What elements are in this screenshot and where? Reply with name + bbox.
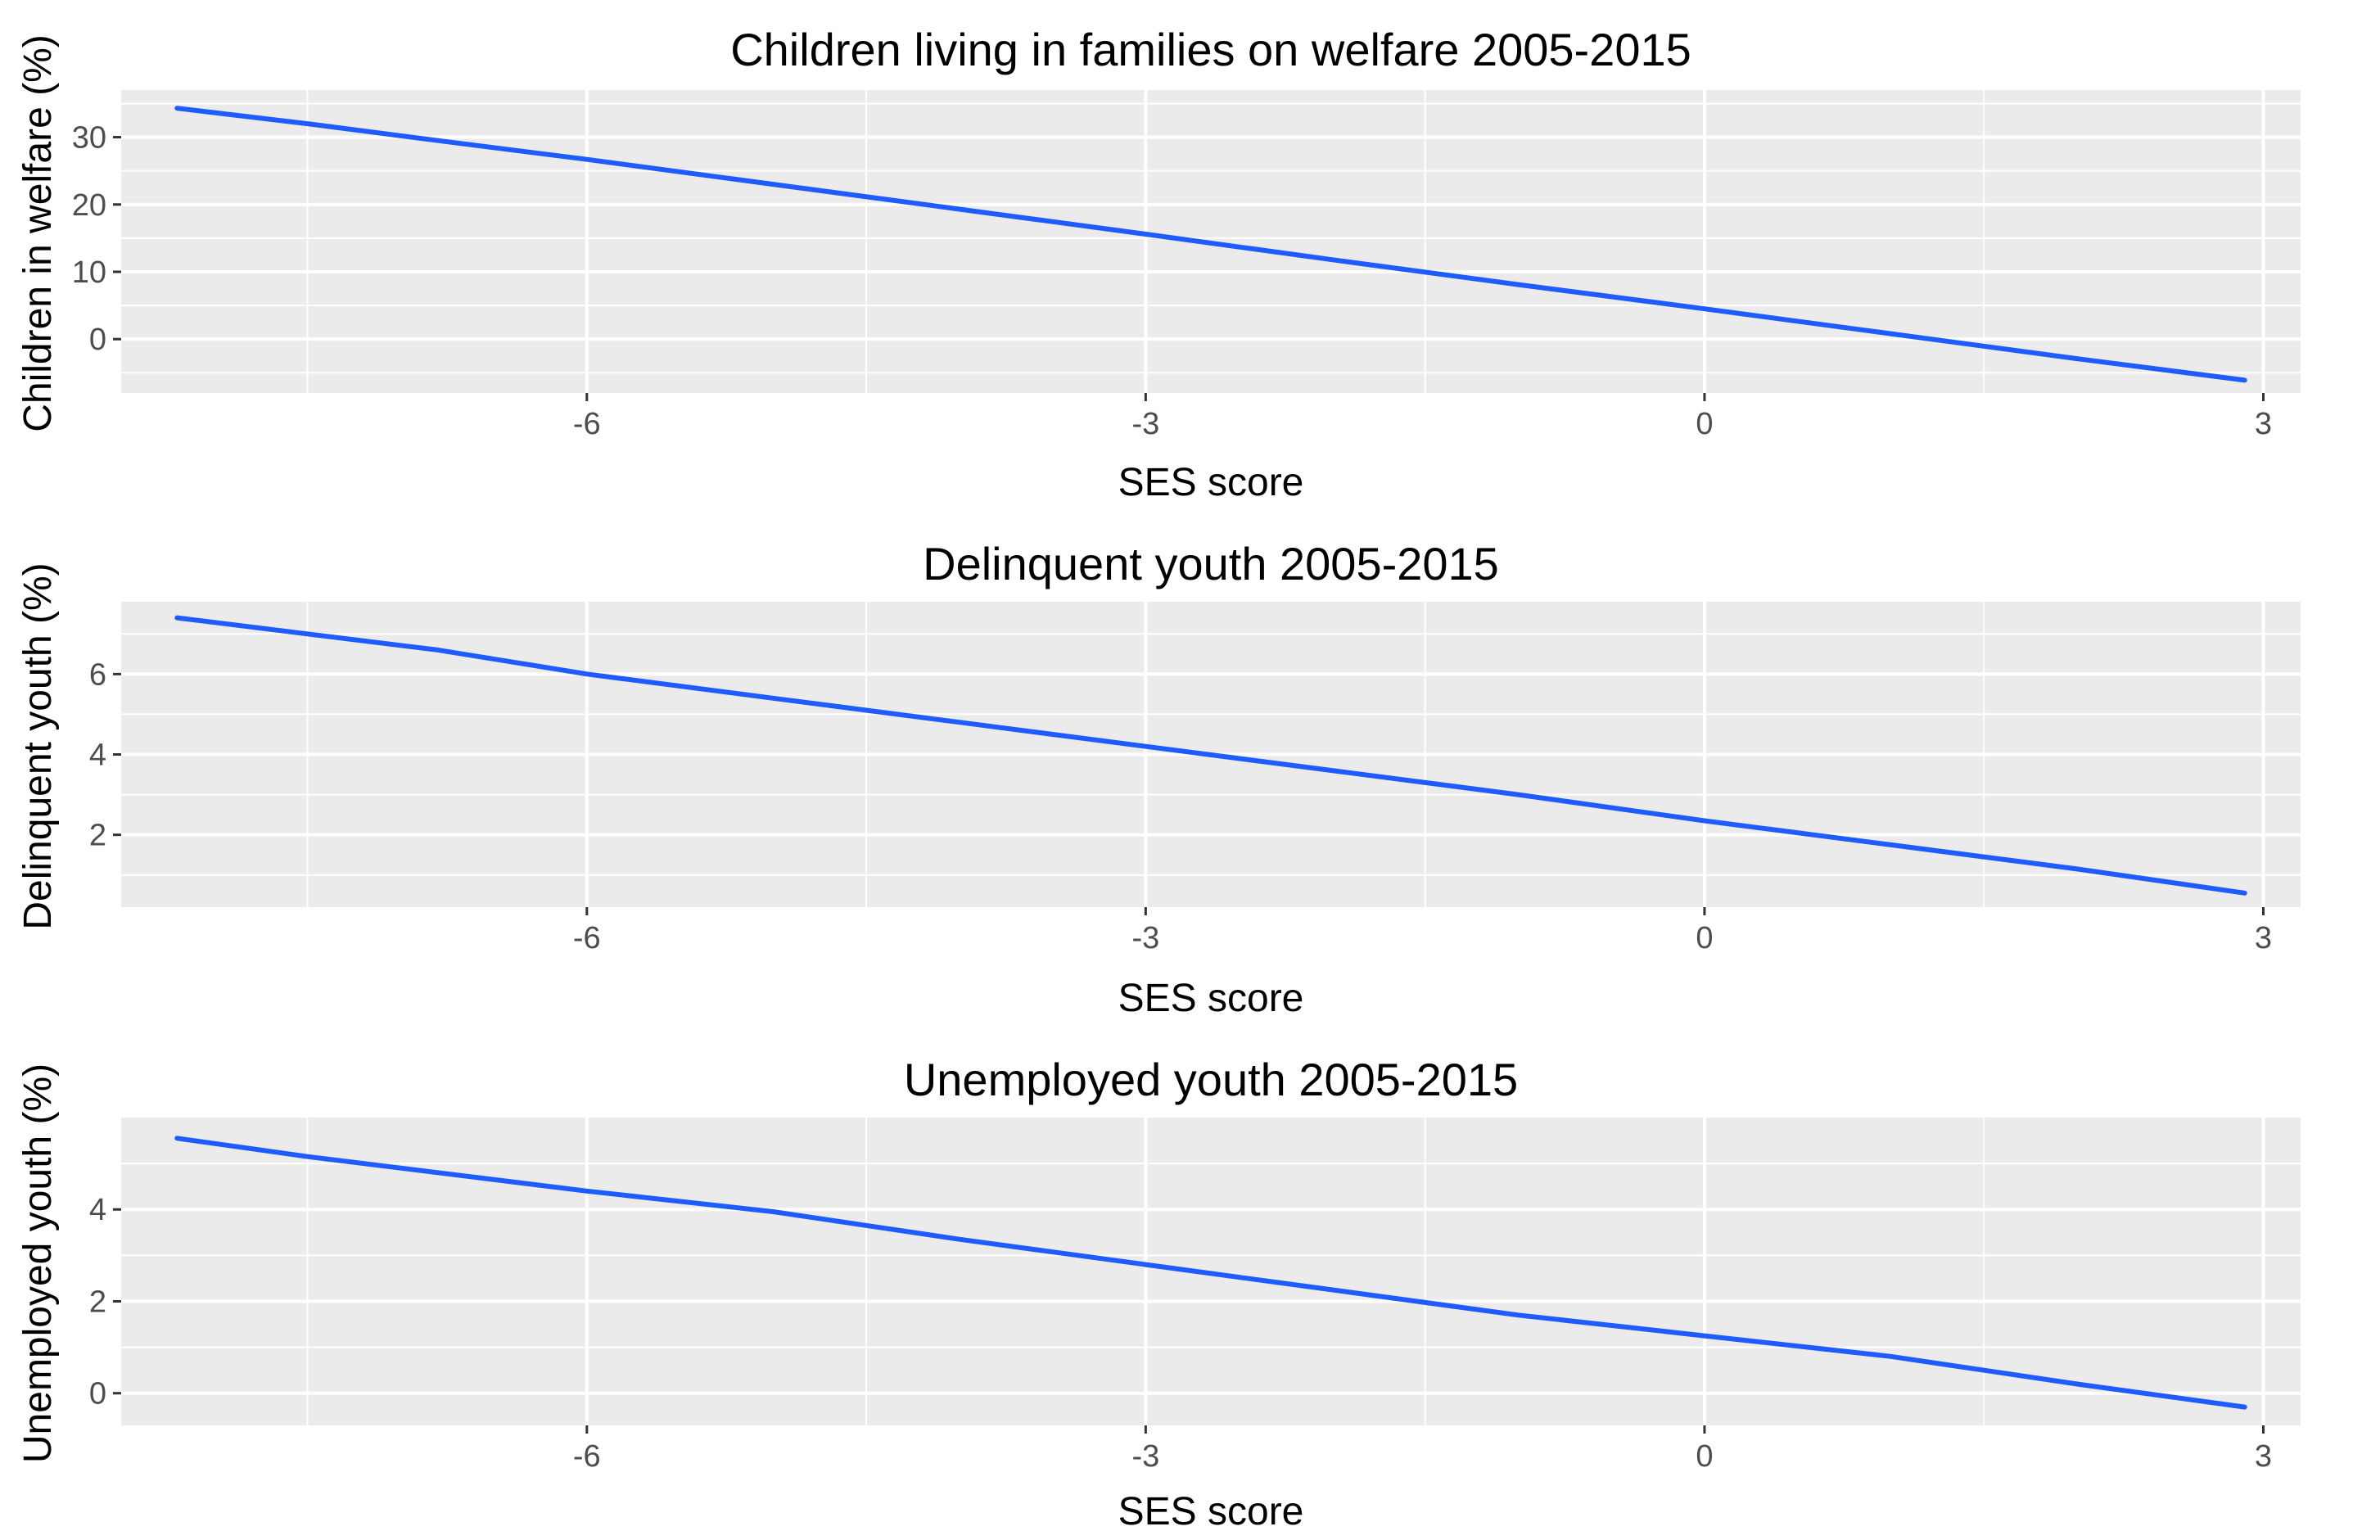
y-tick-label: 6 [89,657,106,692]
chart-title: Children living in families on welfare 2… [730,24,1691,75]
x-tick-label: 0 [1696,921,1713,955]
x-tick-label: 3 [2255,921,2272,955]
panel-unemployed: -6 -3 0 3 0 2 4 Unemployed youth 2005-2015 SES… [16,1054,2301,1533]
y-tick-label: 0 [89,1377,106,1411]
y-axis-label: Delinquent youth (%) [16,562,60,929]
chart-title: Delinquent youth 2005-2015 [923,538,1499,589]
x-tick-label: -3 [1131,921,1159,955]
y-tick-label: 30 [72,121,106,156]
x-tick-label: -3 [1131,1439,1159,1474]
x-axis-label: SES score [1118,1490,1304,1533]
x-tick-label: -6 [573,407,601,441]
y-tick-label: 2 [89,1285,106,1319]
series-line-children-in-welfare [174,106,2247,383]
x-tick-label: -6 [573,921,601,955]
axis-ticks: -6 -3 0 3 0 2 4 [89,1193,2272,1474]
x-axis-label: SES score [1118,977,1304,1020]
x-tick-label: -3 [1131,407,1159,441]
x-tick-label: 3 [2255,407,2272,441]
x-tick-label: 0 [1696,1439,1713,1474]
grid-lines [121,1118,2301,1425]
grid-lines [121,602,2301,907]
y-axis-label: Unemployed youth (%) [16,1064,60,1463]
x-tick-label: 0 [1696,407,1713,441]
y-tick-label: 2 [89,819,106,853]
y-tick-label: 0 [89,323,106,357]
y-tick-label: 10 [72,255,106,290]
y-tick-label: 4 [89,1193,106,1227]
grid-lines [121,90,2301,393]
x-axis-label: SES score [1118,461,1304,504]
y-axis-label: Children in welfare (%) [16,34,60,432]
x-tick-label: -6 [573,1439,601,1474]
series-line-unemployed-youth [174,1136,2247,1410]
axis-ticks: -6 -3 0 3 2 4 6 [89,657,2272,955]
chart-title: Unemployed youth 2005-2015 [904,1054,1518,1105]
series-line-delinquent-youth [174,615,2247,896]
y-tick-label: 20 [72,188,106,223]
panel-delinquent: -6 -3 0 3 2 4 6 Delinquent youth 2005-2015 SES… [16,538,2301,1020]
y-tick-label: 4 [89,738,106,773]
x-tick-label: 3 [2255,1439,2272,1474]
